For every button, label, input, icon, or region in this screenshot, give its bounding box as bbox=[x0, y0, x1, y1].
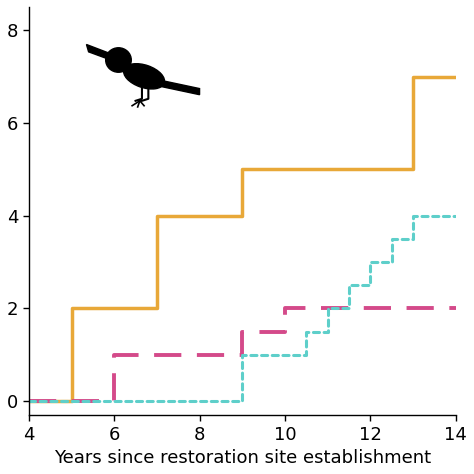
Polygon shape bbox=[161, 81, 200, 95]
Polygon shape bbox=[86, 45, 116, 62]
Ellipse shape bbox=[124, 64, 164, 89]
Circle shape bbox=[106, 48, 131, 72]
X-axis label: Years since restoration site establishment: Years since restoration site establishme… bbox=[54, 449, 431, 467]
